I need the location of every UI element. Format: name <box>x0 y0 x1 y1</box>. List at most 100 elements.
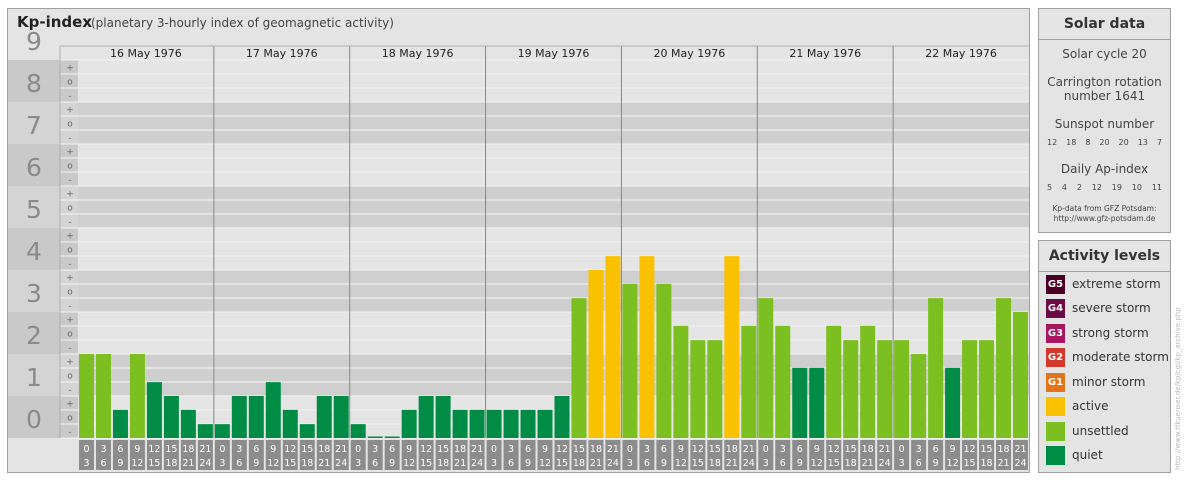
y-subtick-label: + <box>66 358 74 368</box>
hour-end-label: 6 <box>100 458 106 469</box>
hour-end-label: 24 <box>879 458 891 469</box>
hour-start-label: 0 <box>763 444 769 455</box>
hour-end-label: 18 <box>301 458 313 469</box>
y-subtick-label: + <box>66 148 74 158</box>
y-tick-label: 6 <box>26 153 42 182</box>
legend-item-severe-storm: G4 severe storm <box>1046 297 1151 319</box>
hour-end-label: 9 <box>933 458 939 469</box>
y-subtick-label: o <box>67 204 73 214</box>
day-label: 19 May 1976 <box>518 47 590 60</box>
kp-bar <box>775 325 791 438</box>
hour-start-label: 15 <box>709 444 721 455</box>
y-subtick-label: + <box>66 64 74 74</box>
y-subtick-label: - <box>68 134 71 144</box>
plot-band <box>78 144 1029 186</box>
ap-value: 5 <box>1047 183 1053 192</box>
hour-cell <box>724 440 740 470</box>
legend-badge: G4 <box>1047 302 1064 314</box>
hour-cell <box>486 440 502 470</box>
hour-start-label: 6 <box>797 444 803 455</box>
y-tick-label: 2 <box>26 321 42 350</box>
hour-end-label: 21 <box>454 458 466 469</box>
legend-item-quiet: quiet <box>1046 444 1103 466</box>
hour-start-label: 21 <box>335 444 347 455</box>
hour-start-label: 9 <box>406 444 412 455</box>
hour-end-label: 15 <box>148 458 160 469</box>
hour-start-label: 15 <box>301 444 313 455</box>
hour-start-label: 12 <box>692 444 704 455</box>
legend-item-strong-storm: G3 strong storm <box>1046 322 1149 344</box>
ap-value: 4 <box>1061 183 1068 192</box>
hour-start-label: 18 <box>454 444 466 455</box>
hour-cell <box>707 440 723 470</box>
hour-cell <box>469 440 485 470</box>
y-subtick-label: - <box>68 92 71 102</box>
chart-subtitle: (planetary 3-hourly index of geomagnetic… <box>91 16 394 30</box>
y-tick-label: 7 <box>26 111 42 140</box>
day-label: 22 May 1976 <box>925 47 997 60</box>
y-subtick-label: o <box>67 120 73 130</box>
legend-item-active: active <box>1046 395 1108 417</box>
hour-end-label: 18 <box>709 458 721 469</box>
legend-label: severe storm <box>1072 301 1151 315</box>
kp-bar <box>537 409 553 438</box>
y-band <box>8 144 78 186</box>
legend-item-unsettled: unsettled <box>1046 420 1129 442</box>
hour-cell <box>248 440 264 470</box>
hour-cell <box>588 440 604 470</box>
legend-item-moderate-storm: G2 moderate storm <box>1046 346 1169 368</box>
y-subtick-label: - <box>68 302 71 312</box>
watermark-url: http://www.tfkuenser.de/kp/cgi/kp_archiv… <box>1174 307 1182 470</box>
hour-cell <box>537 440 553 470</box>
y-subtick-label: + <box>66 190 74 200</box>
hour-end-label: 21 <box>726 458 738 469</box>
y-band <box>8 270 78 312</box>
hour-cell <box>809 440 825 470</box>
legend-label: extreme storm <box>1072 277 1161 291</box>
y-subtick-label: - <box>68 428 71 438</box>
kp-bar <box>180 409 196 438</box>
y-band <box>8 60 78 102</box>
hour-cell <box>350 440 366 470</box>
ap-value: 12 <box>1091 183 1102 192</box>
legend-badge: G5 <box>1047 278 1064 290</box>
y-tick-label: 0 <box>26 405 42 434</box>
kp-bar <box>826 325 842 438</box>
kp-bar <box>1013 312 1028 438</box>
hour-cell <box>316 440 332 470</box>
y-subtick-label: - <box>68 218 71 228</box>
kp-bar <box>231 396 247 438</box>
kp-bar <box>299 424 315 438</box>
day-label: 17 May 1976 <box>246 47 318 60</box>
kp-bar <box>146 382 162 438</box>
hour-start-label: 12 <box>284 444 296 455</box>
activity-levels-panel: Activity levels G5 extreme storm G4 seve… <box>1038 240 1171 473</box>
hour-end-label: 6 <box>236 458 242 469</box>
watermark: http://www.tfkuenser.de/kp/cgi/kp_archiv… <box>1174 250 1182 470</box>
hour-end-label: 9 <box>253 458 259 469</box>
hour-start-label: 12 <box>964 444 976 455</box>
hour-start-label: 21 <box>471 444 483 455</box>
y-subtick-label: o <box>67 330 73 340</box>
y-subtick-label: + <box>66 232 74 242</box>
credit-line1: Kp-data from GFZ Potsdam: <box>1052 204 1157 213</box>
hour-cell <box>1013 440 1028 470</box>
kp-bar <box>758 298 774 438</box>
hour-end-label: 24 <box>1014 458 1026 469</box>
hour-end-label: 3 <box>627 458 633 469</box>
hour-end-label: 24 <box>199 458 211 469</box>
legend-badge: G2 <box>1047 351 1064 363</box>
hour-cell <box>996 440 1012 470</box>
hour-end-label: 15 <box>828 458 840 469</box>
ap-values: 5 4 2 12 19 10 11 <box>1047 183 1162 192</box>
hour-end-label: 18 <box>165 458 177 469</box>
y-subtick-label: o <box>67 414 73 424</box>
kp-bar <box>401 409 417 438</box>
hour-cell <box>639 440 655 470</box>
hour-start-label: 21 <box>199 444 211 455</box>
hour-start-label: 9 <box>814 444 820 455</box>
hour-end-label: 9 <box>525 458 531 469</box>
hour-end-label: 6 <box>372 458 378 469</box>
hour-start-label: 6 <box>117 444 123 455</box>
credit-link[interactable]: http://www.gfz-potsdam.de <box>1053 214 1156 223</box>
